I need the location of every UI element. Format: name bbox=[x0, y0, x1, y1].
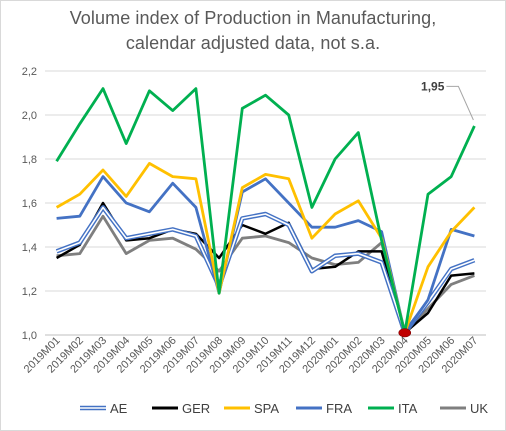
y-tick-label: 1,8 bbox=[22, 154, 37, 166]
legend-ita-label: ITA bbox=[398, 401, 418, 416]
legend-ger-label: GER bbox=[182, 401, 210, 416]
data-label-ita-2020m07: 1,95 bbox=[421, 79, 445, 93]
legend-spa-label: SPA bbox=[254, 401, 279, 416]
legend-uk-label: UK bbox=[470, 401, 488, 416]
gridlines bbox=[45, 70, 486, 336]
series-lines bbox=[55, 87, 476, 336]
y-axis-tick-labels: 1,0 1,2 1,4 1,6 1,8 2,0 2,2 bbox=[22, 66, 37, 342]
series-line-ita bbox=[55, 87, 476, 335]
annotation-leader-line bbox=[446, 85, 474, 121]
legend-ae-label: AE bbox=[110, 401, 128, 416]
y-tick-label: 2,0 bbox=[22, 110, 37, 122]
legend-fra-label: FRA bbox=[326, 401, 352, 416]
highlight-marker bbox=[398, 328, 412, 338]
y-tick-label: 1,6 bbox=[22, 198, 37, 210]
y-tick-label: 1,0 bbox=[22, 330, 37, 342]
legend: AE GER SPA FRA ITA UK bbox=[80, 401, 488, 416]
chart-title-line-2: calendar adjusted data, not s.a. bbox=[125, 33, 381, 53]
y-tick-label: 2,2 bbox=[22, 66, 37, 78]
y-tick-label: 1,4 bbox=[22, 242, 37, 254]
y-tick-label: 1,2 bbox=[22, 286, 37, 298]
annotations: 1,95 bbox=[398, 79, 474, 338]
x-axis-tick-labels: 2019M012019M022019M032019M042019M052019M… bbox=[22, 335, 481, 376]
series-line-spa bbox=[55, 161, 476, 335]
chart-title-line-1: Volume index of Production in Manufactur… bbox=[69, 8, 437, 28]
